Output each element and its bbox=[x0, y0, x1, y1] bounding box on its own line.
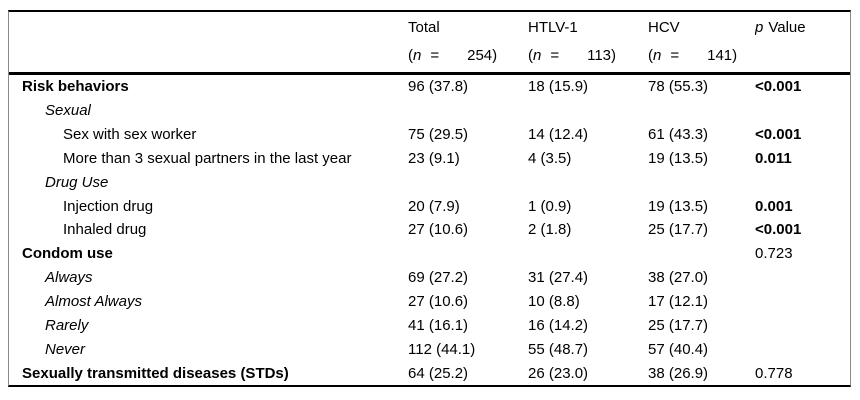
row-label: Always bbox=[45, 269, 93, 287]
header-col-pvalue: p Value bbox=[755, 12, 850, 72]
table-row: Always 69 (27.2) 31 (27.4) 38 (27.0) bbox=[9, 266, 850, 290]
col-htlv1-label: HTLV-1 bbox=[528, 19, 578, 36]
p-value-word: Value bbox=[768, 19, 806, 36]
header-spacer-cell bbox=[22, 12, 408, 72]
cell-pvalue: 0.011 bbox=[755, 149, 792, 167]
cell-pvalue: 0.778 bbox=[755, 364, 793, 382]
table-row: Sexual bbox=[9, 99, 850, 123]
cell-pvalue: 0.001 bbox=[755, 197, 793, 215]
table-row: Injection drug 20 (7.9) 1 (0.9) 19 (13.5… bbox=[9, 194, 850, 218]
cell-hcv: 61 (43.3) bbox=[648, 126, 709, 144]
cell-htlv1: 1 (0.9) bbox=[528, 197, 572, 215]
cell-total: 20 (7.9) bbox=[408, 197, 460, 215]
table-header: Total (n = 254) HTLV-1 (n = 113) HCV (n = 141)… bbox=[9, 12, 850, 75]
cell-total: 96 (37.8) bbox=[408, 78, 469, 96]
row-label: Sexually transmitted diseases (STDs) bbox=[22, 364, 289, 382]
cell-total: 75 (29.5) bbox=[408, 126, 469, 144]
row-label: Inhaled drug bbox=[63, 221, 147, 239]
header-col-hcv: HCV (n = 141) bbox=[648, 12, 755, 72]
table-row: Sexually transmitted diseases (STDs) 64 … bbox=[9, 361, 850, 385]
cell-hcv: 38 (27.0) bbox=[648, 269, 709, 287]
cell-hcv: 19 (13.5) bbox=[648, 197, 709, 215]
col-htlv1-n-count: (n = 113) bbox=[528, 46, 648, 66]
col-total-label: Total bbox=[408, 19, 440, 36]
table-row: Almost Always 27 (10.6) 10 (8.8) 17 (12.… bbox=[9, 290, 850, 314]
paren-open: ( bbox=[408, 47, 413, 64]
paren-open: ( bbox=[648, 47, 653, 64]
n-symbol: n bbox=[653, 47, 662, 64]
table-row: Rarely 41 (16.1) 16 (14.2) 25 (17.7) bbox=[9, 313, 850, 337]
table-row: Sex with sex worker 75 (29.5) 14 (12.4) … bbox=[9, 123, 850, 147]
cell-total: 64 (25.2) bbox=[408, 364, 469, 382]
cell-hcv: 17 (12.1) bbox=[648, 293, 709, 311]
header-col-htlv1: HTLV-1 (n = 113) bbox=[528, 12, 648, 72]
col-hcv-n-count: (n = 141) bbox=[648, 46, 755, 66]
p-symbol: p bbox=[755, 19, 764, 36]
cell-htlv1: 16 (14.2) bbox=[528, 316, 589, 334]
cell-pvalue: <0.001 bbox=[755, 78, 802, 96]
table-row: Drug Use bbox=[9, 170, 850, 194]
n-symbol: n bbox=[413, 47, 422, 64]
cell-htlv1: 55 (48.7) bbox=[528, 340, 589, 358]
cell-total: 112 (44.1) bbox=[408, 340, 476, 358]
cell-htlv1: 10 (8.8) bbox=[528, 293, 580, 311]
table-body: Risk behaviors 96 (37.8) 18 (15.9) 78 (5… bbox=[9, 75, 850, 385]
table-row: Inhaled drug 27 (10.6) 2 (1.8) 25 (17.7)… bbox=[9, 218, 850, 242]
n-value: 141) bbox=[707, 47, 738, 64]
equals-sign: = bbox=[430, 47, 440, 64]
table-row: Never 112 (44.1) 55 (48.7) 57 (40.4) bbox=[9, 337, 850, 361]
table-row: More than 3 sexual partners in the last … bbox=[9, 147, 850, 171]
row-label: Condom use bbox=[22, 245, 113, 263]
row-label: Sex with sex worker bbox=[63, 126, 197, 144]
cell-total: 69 (27.2) bbox=[408, 269, 469, 287]
col-pvalue-label: p Value bbox=[755, 18, 850, 38]
equals-sign: = bbox=[550, 47, 560, 64]
cell-total: 23 (9.1) bbox=[408, 149, 460, 167]
header-col-total: Total (n = 254) bbox=[408, 12, 528, 72]
row-label: Drug Use bbox=[45, 173, 109, 191]
cell-total: 27 (10.6) bbox=[408, 221, 469, 239]
cell-htlv1: 26 (23.0) bbox=[528, 364, 589, 382]
row-label: Rarely bbox=[45, 316, 89, 334]
cell-total: 41 (16.1) bbox=[408, 316, 469, 334]
cell-pvalue: <0.001 bbox=[755, 126, 802, 144]
cell-pvalue: <0.001 bbox=[755, 221, 802, 239]
cell-htlv1: 18 (15.9) bbox=[528, 78, 589, 96]
cell-hcv: 57 (40.4) bbox=[648, 340, 709, 358]
cell-htlv1: 14 (12.4) bbox=[528, 126, 589, 144]
row-label: Almost Always bbox=[45, 293, 142, 311]
n-value: 113) bbox=[587, 47, 617, 64]
cell-hcv: 25 (17.7) bbox=[648, 316, 709, 334]
n-symbol: n bbox=[533, 47, 542, 64]
cell-hcv: 19 (13.5) bbox=[648, 149, 709, 167]
cell-hcv: 38 (26.9) bbox=[648, 364, 709, 382]
cell-hcv: 25 (17.7) bbox=[648, 221, 709, 239]
cell-htlv1: 2 (1.8) bbox=[528, 221, 572, 239]
equals-sign: = bbox=[670, 47, 680, 64]
study-comparison-table: Total (n = 254) HTLV-1 (n = 113) HCV (n = 141)… bbox=[8, 10, 851, 387]
table-row: Condom use 0.723 bbox=[9, 242, 850, 266]
paren-open: ( bbox=[528, 47, 533, 64]
cell-hcv: 78 (55.3) bbox=[648, 78, 709, 96]
row-label: More than 3 sexual partners in the last … bbox=[63, 149, 352, 167]
cell-total: 27 (10.6) bbox=[408, 293, 469, 311]
cell-htlv1: 31 (27.4) bbox=[528, 269, 589, 287]
col-hcv-label: HCV bbox=[648, 19, 680, 36]
col-total-n-count: (n = 254) bbox=[408, 46, 528, 66]
row-label: Injection drug bbox=[63, 197, 154, 215]
table-row: Risk behaviors 96 (37.8) 18 (15.9) 78 (5… bbox=[9, 75, 850, 99]
n-value: 254) bbox=[467, 47, 498, 64]
cell-pvalue: 0.723 bbox=[755, 245, 793, 263]
row-label: Sexual bbox=[45, 102, 91, 120]
row-label: Never bbox=[45, 340, 86, 358]
row-label: Risk behaviors bbox=[22, 78, 129, 96]
cell-htlv1: 4 (3.5) bbox=[528, 149, 572, 167]
